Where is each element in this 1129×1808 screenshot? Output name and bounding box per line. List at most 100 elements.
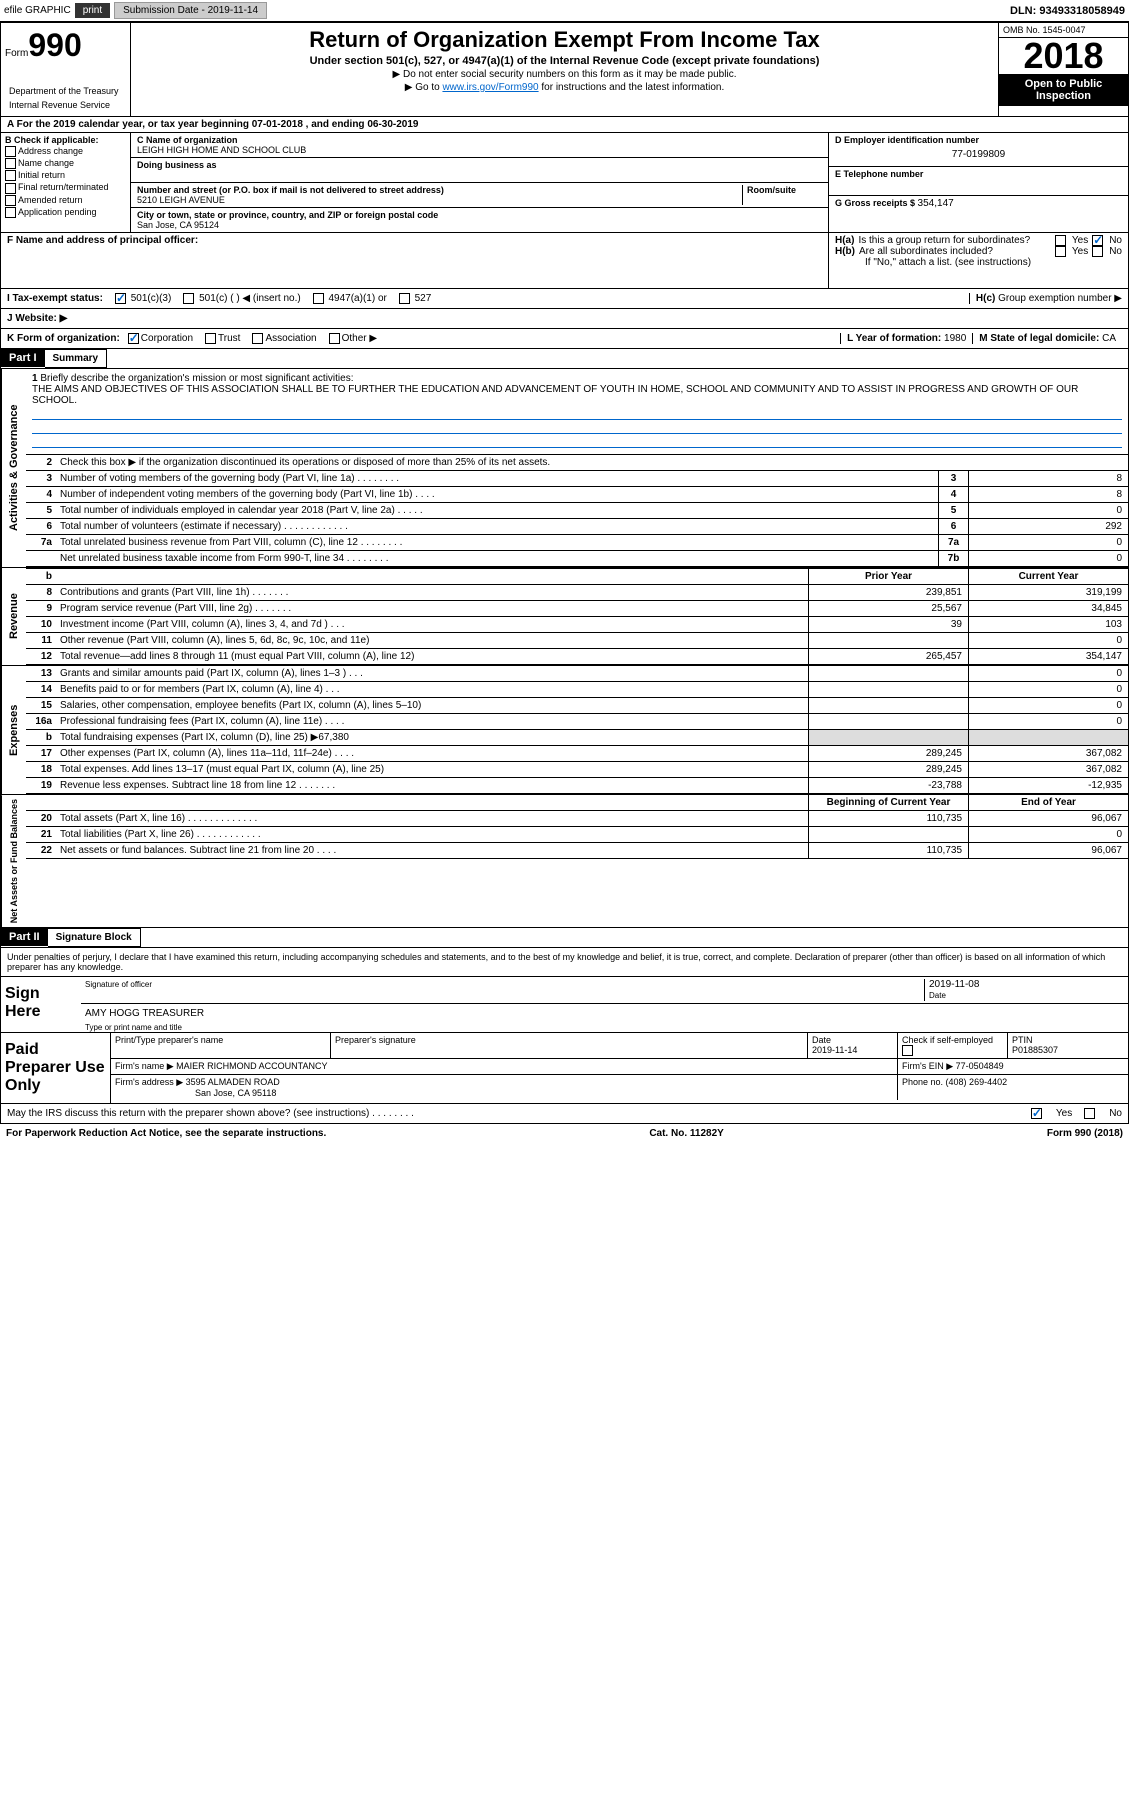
form-word: Form [5,48,28,59]
state-domicile: CA [1102,333,1116,344]
inspection-badge: Open to PublicInspection [999,74,1128,106]
dba-label: Doing business as [137,160,822,170]
print-button[interactable]: print [75,3,110,18]
org-name-label: C Name of organization [137,135,822,145]
note-ssn: ▶ Do not enter social security numbers o… [139,69,990,80]
check-4947[interactable] [313,293,324,304]
check-pending[interactable]: Application pending [5,207,126,218]
form-title: Return of Organization Exempt From Incom… [139,27,990,53]
ha-yes[interactable] [1055,235,1066,246]
line1-text: Briefly describe the organization's miss… [40,373,353,384]
col-current: Current Year [968,569,1128,584]
hc-text: Group exemption number ▶ [998,293,1122,304]
check-final[interactable]: Final return/terminated [5,182,126,193]
city-state-zip: San Jose, CA 95124 [137,220,822,230]
submission-date-button[interactable]: Submission Date - 2019-11-14 [114,2,267,19]
hb-note: If "No," attach a list. (see instruction… [835,257,1122,268]
hc-label: H(c) [976,293,995,304]
ha-text: Is this a group return for subordinates? [858,235,1050,246]
firm-addr2: San Jose, CA 95118 [115,1088,276,1098]
vert-net: Net Assets or Fund Balances [1,795,26,927]
paid-preparer-label: Paid Preparer Use Only [1,1033,111,1103]
part1-num: Part I [1,349,45,367]
check-other[interactable] [329,333,340,344]
part1-header-row: Part ISummary [0,349,1129,369]
net-assets-section: Net Assets or Fund Balances Beginning of… [0,795,1129,928]
part1-title: Summary [45,349,108,368]
gross-receipts: 354,147 [918,198,954,209]
activities-section: Activities & Governance 1 Briefly descri… [0,369,1129,568]
form-number: 990 [28,27,81,63]
hb-yes[interactable] [1055,246,1066,257]
firm-ein-label: Firm's EIN ▶ [902,1061,956,1071]
phone-label: E Telephone number [835,169,1122,179]
check-assoc[interactable] [252,333,263,344]
title-box: Return of Organization Exempt From Incom… [131,23,998,116]
efile-label: efile GRAPHIC [4,5,71,16]
firm-name-label: Firm's name ▶ [115,1061,176,1071]
part2-num: Part II [1,928,48,946]
top-toolbar: efile GRAPHIC print Submission Date - 20… [0,0,1129,22]
line-a-tax-year: A For the 2019 calendar year, or tax yea… [0,117,1129,133]
sig-date: 2019-11-08 [929,979,979,990]
org-info-row: B Check if applicable: Address change Na… [0,133,1129,233]
col-prior: Prior Year [808,569,968,584]
ein-label: D Employer identification number [835,135,1122,145]
col-end: End of Year [968,795,1128,810]
officer-name-title: AMY HOGG TREASURER [85,1008,204,1019]
irs-link[interactable]: www.irs.gov/Form990 [442,82,538,93]
check-address[interactable]: Address change [5,146,126,157]
hb-no[interactable] [1092,246,1103,257]
prep-date: 2019-11-14 [812,1045,857,1055]
tax-status-row: I Tax-exempt status: 501(c)(3) 501(c) ( … [0,289,1129,309]
sig-officer-label: Signature of officer [85,980,152,989]
firm-ein: 77-0504849 [956,1061,1004,1071]
prep-name-label: Print/Type preparer's name [111,1033,331,1058]
section-k-row: K Form of organization: Corporation Trus… [0,329,1129,349]
check-527[interactable] [399,293,410,304]
check-501c3[interactable] [115,293,126,304]
check-initial[interactable]: Initial return [5,170,126,181]
revenue-section: Revenue b Prior Year Current Year 8Contr… [0,568,1129,666]
addr-label: Number and street (or P.O. box if mail i… [137,185,742,195]
form-header: Form990 Department of the Treasury Inter… [0,22,1129,117]
ha-no[interactable] [1092,235,1103,246]
org-name: LEIGH HIGH HOME AND SCHOOL CLUB [137,145,822,155]
footer: For Paperwork Reduction Act Notice, see … [0,1124,1129,1143]
check-amended[interactable]: Amended return [5,195,126,206]
form-subtitle: Under section 501(c), 527, or 4947(a)(1)… [139,55,990,67]
hb-label: H(b) [835,246,855,257]
section-b-label: B Check if applicable: [5,135,126,145]
firm-name: MAIER RICHMOND ACCOUNTANCY [176,1061,327,1071]
line2-text: Check this box ▶ if the organization dis… [56,455,1128,470]
discuss-no[interactable] [1084,1108,1095,1119]
expenses-section: Expenses 13Grants and similar amounts pa… [0,666,1129,795]
dln: DLN: 93493318058949 [1010,5,1125,17]
check-self-employed[interactable] [902,1045,913,1056]
year-box: OMB No. 1545-0047 2018 Open to PublicIns… [998,23,1128,116]
firm-phone: (408) 269-4402 [946,1077,1008,1087]
dept-irs: Internal Revenue Service [5,98,126,112]
part2-header-row: Part IISignature Block [0,928,1129,948]
check-trust[interactable] [205,333,216,344]
check-corp[interactable] [128,333,139,344]
footer-left: For Paperwork Reduction Act Notice, see … [6,1128,326,1139]
officer-h-row: F Name and address of principal officer:… [0,233,1129,289]
officer-label: F Name and address of principal officer: [7,235,822,246]
check-501c[interactable] [183,293,194,304]
discuss-yes[interactable] [1031,1108,1042,1119]
k-label: K Form of organization: [7,333,120,344]
footer-form: Form 990 (2018) [1047,1128,1123,1139]
tax-year: 2018 [999,38,1128,74]
gross-label: G Gross receipts $ [835,198,918,208]
m-label: M State of legal domicile: [979,333,1102,344]
prep-date-label: Date [812,1035,831,1045]
check-name[interactable]: Name change [5,158,126,169]
ha-label: H(a) [835,235,854,246]
room-label: Room/suite [747,185,822,195]
col-begin: Beginning of Current Year [808,795,968,810]
vert-activities: Activities & Governance [1,369,26,567]
date-label: Date [929,991,946,1000]
year-formation: 1980 [944,333,966,344]
firm-addr-label: Firm's address ▶ [115,1077,186,1087]
